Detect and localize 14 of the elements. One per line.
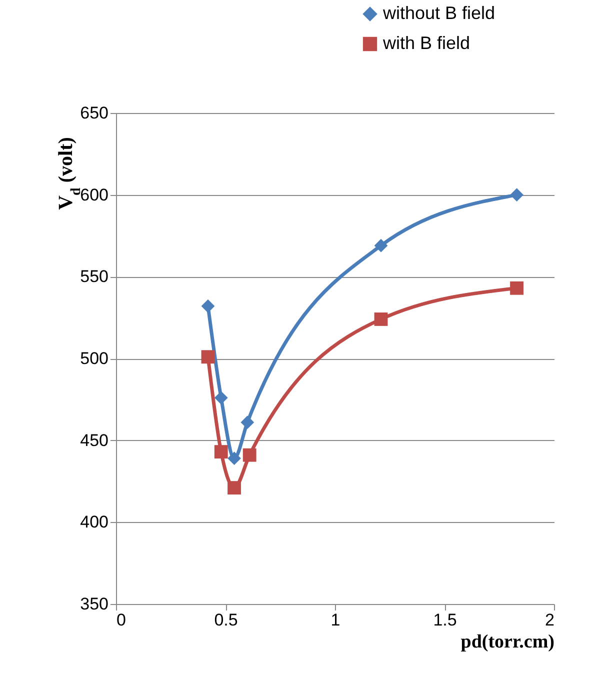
legend-label: with B field [382, 33, 470, 53]
x-tick-label: 2 [545, 610, 554, 630]
y-tick-label: 550 [80, 267, 108, 286]
y-tick-label: 450 [80, 430, 108, 450]
x-tick-label: 0.5 [214, 610, 238, 630]
legend-label: without B field [382, 3, 496, 23]
y-tick-label: 400 [80, 512, 108, 532]
y-tick-label: 500 [80, 349, 108, 368]
y-tick-label: 650 [80, 104, 108, 122]
x-tick-label: 1.5 [433, 610, 457, 630]
x-axis-title: pd(torr.cm) [460, 632, 554, 652]
x-tick-label: 0 [116, 610, 126, 630]
y-tick-label: 350 [80, 594, 108, 614]
x-tick-label: 1 [330, 610, 340, 630]
